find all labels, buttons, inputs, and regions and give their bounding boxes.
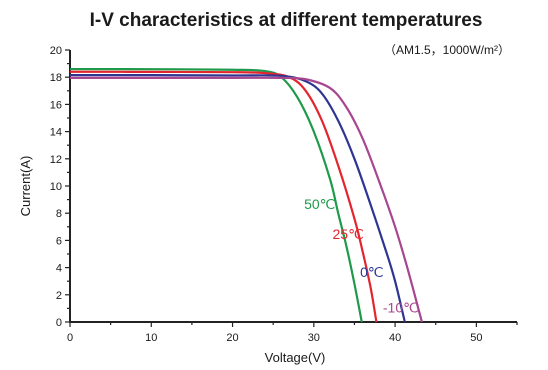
- chart-subtitle: （AM1.5，1000W/m²）: [384, 43, 510, 57]
- x-tick-label: 10: [145, 332, 157, 344]
- y-tick-label: 18: [50, 72, 62, 84]
- series-label: -10℃: [383, 299, 419, 315]
- series-line: [69, 76, 423, 323]
- x-tick-label: 30: [308, 332, 320, 344]
- y-tick-label: 4: [56, 263, 62, 275]
- series-label: 50℃: [304, 196, 335, 212]
- y-tick-label: 0: [56, 317, 62, 329]
- x-tick-label: 40: [389, 332, 401, 344]
- series-label: 0℃: [360, 264, 384, 280]
- y-tick-label: 8: [56, 208, 62, 220]
- y-tick-label: 20: [50, 45, 62, 57]
- chart-title: I-V characteristics at different tempera…: [90, 10, 483, 31]
- y-tick-label: 10: [50, 181, 62, 193]
- y-tick-label: 12: [50, 154, 62, 166]
- y-axis-label: Current(A): [18, 156, 33, 217]
- y-tick-label: 14: [50, 127, 62, 139]
- x-tick-label: 50: [470, 332, 482, 344]
- y-tick-label: 16: [50, 99, 62, 111]
- x-tick-label: 0: [67, 332, 73, 344]
- y-tick-label: 2: [56, 290, 62, 302]
- series-line: [69, 67, 363, 323]
- series-line: [69, 70, 378, 323]
- x-tick-label: 20: [226, 332, 238, 344]
- plot-area: 0 2 4 6 8 10 12 14 16 18 20 0 10 20 30 40 50 50℃ 25℃ 0℃ -10℃: [50, 45, 518, 344]
- x-axis-label: Voltage(V): [265, 350, 326, 365]
- series-label: 25℃: [333, 226, 364, 242]
- y-tick-label: 6: [56, 235, 62, 247]
- series-line: [69, 74, 406, 323]
